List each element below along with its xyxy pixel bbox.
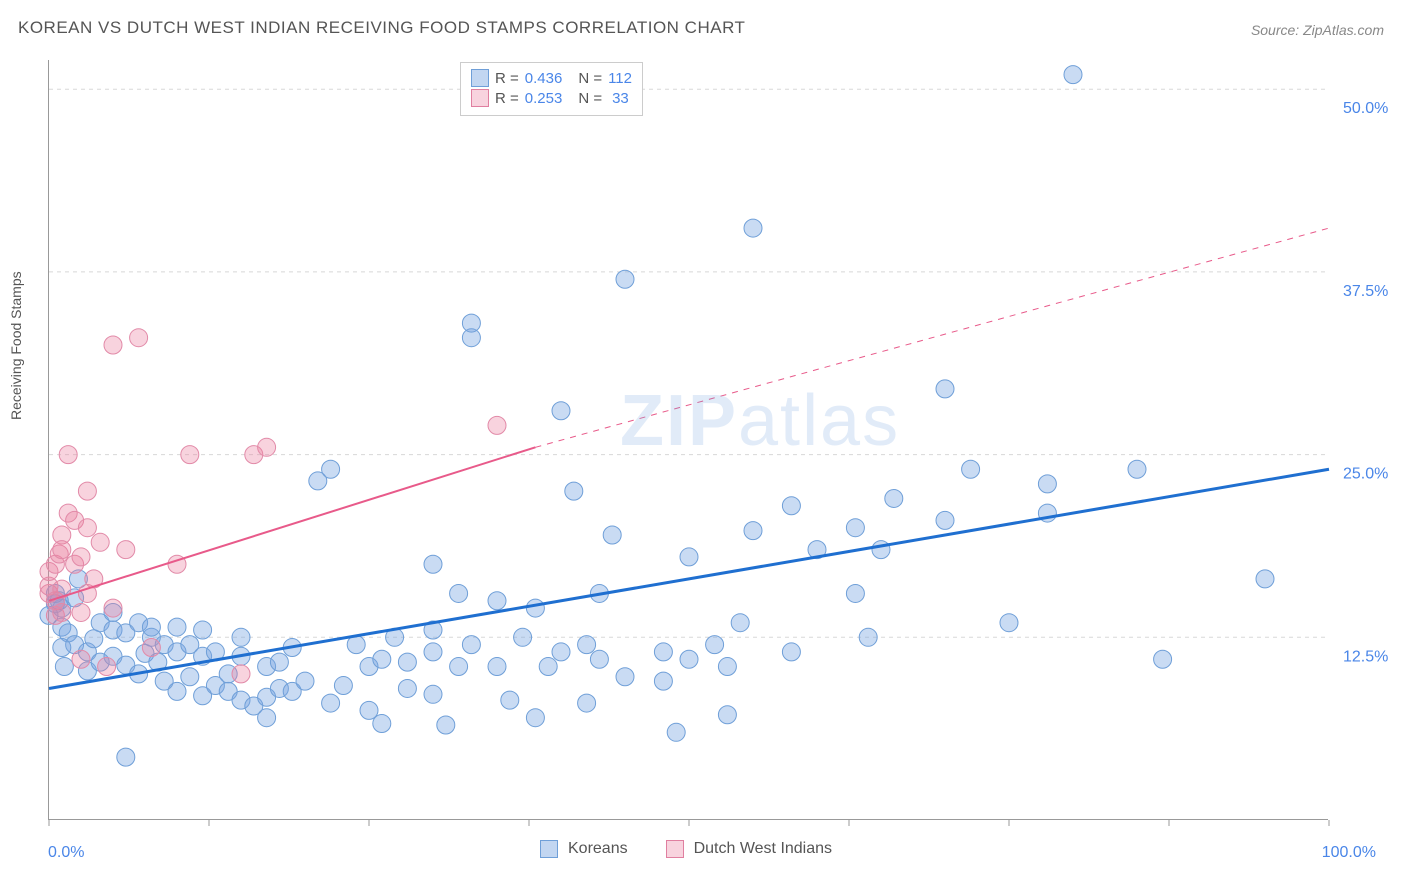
swatch-pink-icon xyxy=(666,840,684,858)
legend: Koreans Dutch West Indians xyxy=(540,840,832,858)
svg-text:25.0%: 25.0% xyxy=(1343,466,1388,483)
swatch-blue-icon xyxy=(471,69,489,87)
swatch-blue-icon xyxy=(540,840,558,858)
legend-label-dwi: Dutch West Indians xyxy=(694,840,832,858)
stat-n-label: N = xyxy=(578,90,602,107)
chart-plot-area: 12.5%25.0%37.5%50.0% xyxy=(48,60,1328,820)
chart-title: KOREAN VS DUTCH WEST INDIAN RECEIVING FO… xyxy=(18,18,745,38)
legend-label-koreans: Koreans xyxy=(568,840,628,858)
x-axis-min-label: 0.0% xyxy=(48,844,84,862)
correlation-stat-box: R = 0.436 N = 112 R = 0.253 N = 33 xyxy=(460,62,643,116)
stat-r-value: 0.436 xyxy=(525,70,563,87)
stat-row-koreans: R = 0.436 N = 112 xyxy=(471,69,632,87)
stat-n-label: N = xyxy=(578,70,602,87)
stat-r-label: R = xyxy=(495,90,519,107)
swatch-pink-icon xyxy=(471,89,489,107)
svg-text:50.0%: 50.0% xyxy=(1343,100,1388,117)
svg-text:37.5%: 37.5% xyxy=(1343,283,1388,300)
stat-n-value: 112 xyxy=(608,70,632,87)
stat-row-dwi: R = 0.253 N = 33 xyxy=(471,89,632,107)
stat-r-label: R = xyxy=(495,70,519,87)
y-axis-title: Receiving Food Stamps xyxy=(8,271,24,420)
stat-n-value: 33 xyxy=(612,90,629,107)
x-axis-max-label: 100.0% xyxy=(1322,844,1376,862)
stat-r-value: 0.253 xyxy=(525,90,563,107)
source-attribution: Source: ZipAtlas.com xyxy=(1251,22,1384,38)
svg-text:12.5%: 12.5% xyxy=(1343,648,1388,665)
scatter-svg: 12.5%25.0%37.5%50.0% xyxy=(49,60,1328,819)
